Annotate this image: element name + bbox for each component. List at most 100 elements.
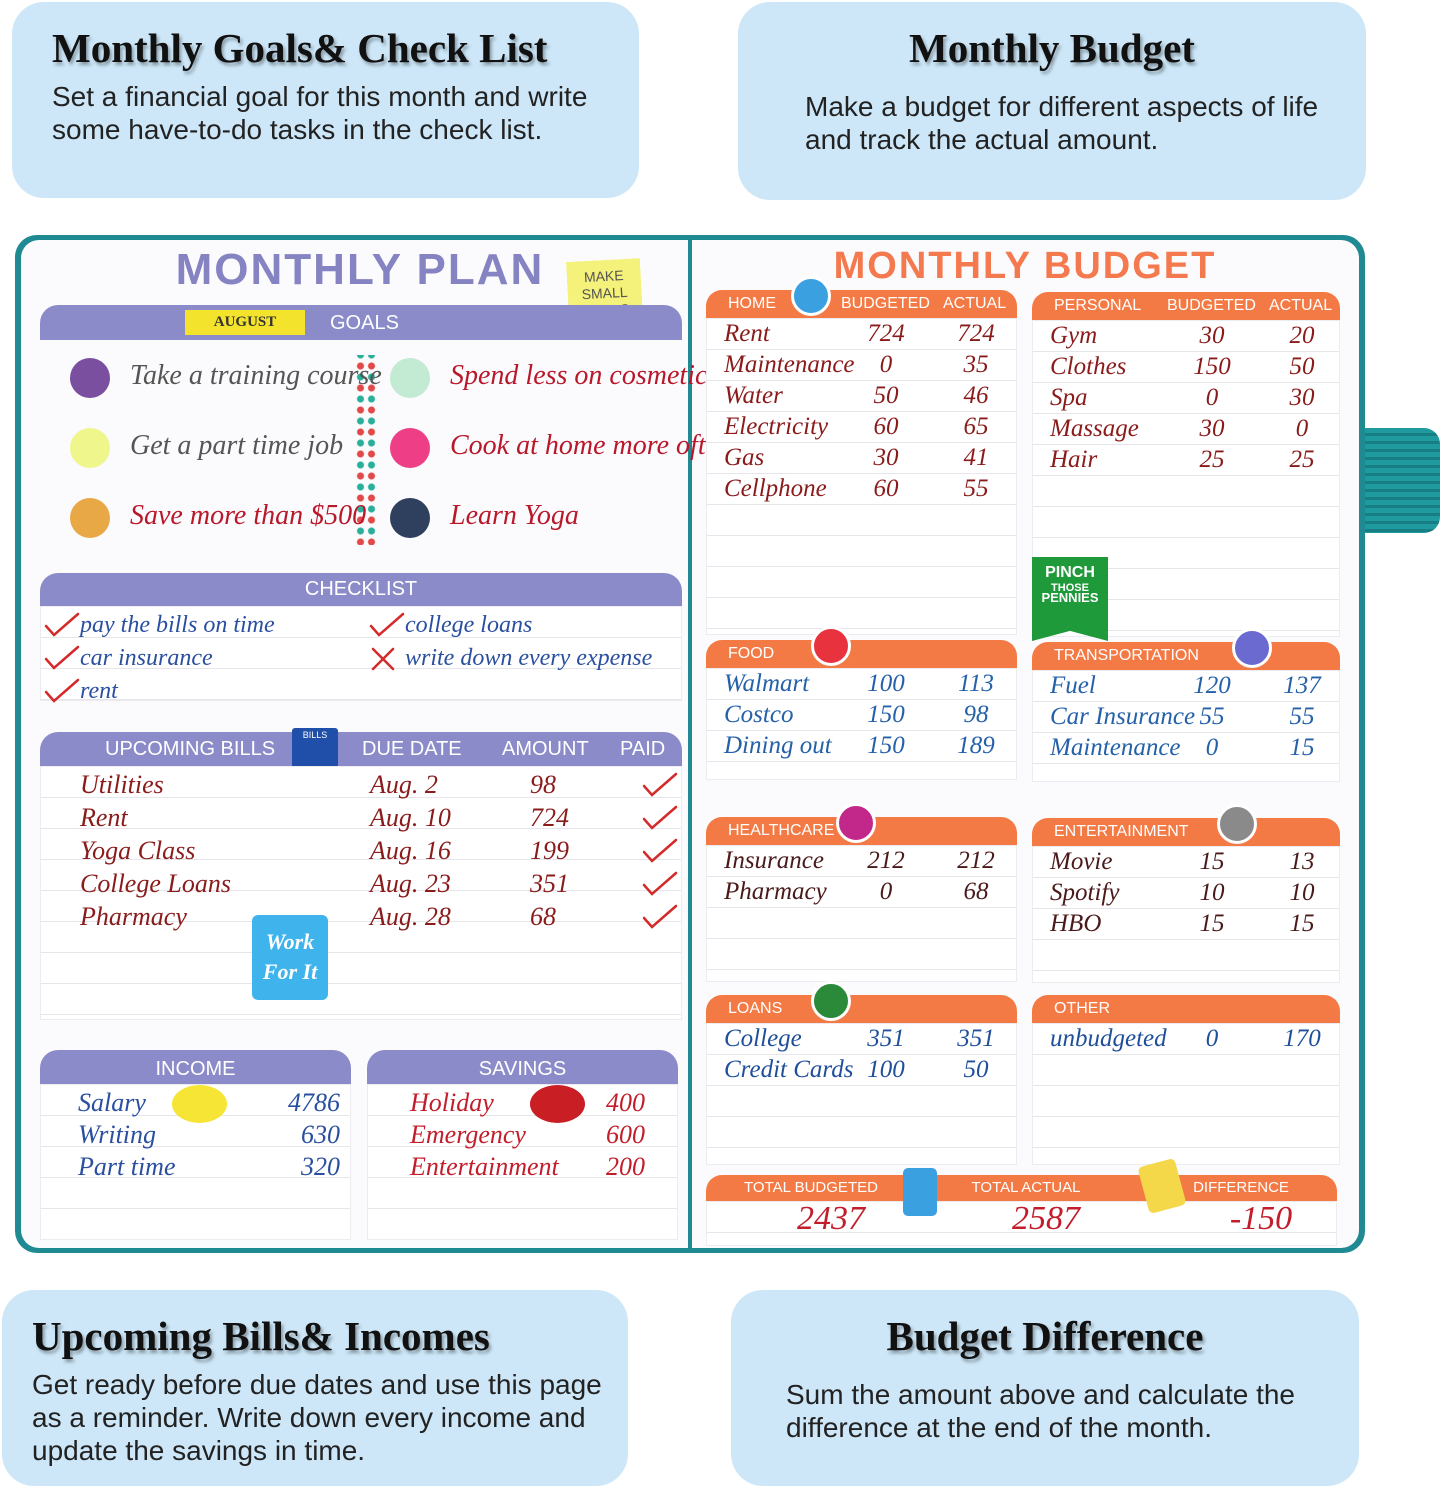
bill-name: Yoga Class: [80, 836, 196, 865]
bills-column: PAID: [620, 738, 666, 760]
goal-text: Get a part time job: [130, 430, 344, 461]
total-label: TOTAL ACTUAL: [971, 1179, 1081, 1196]
piggy-icon: [530, 1085, 585, 1123]
income-name: Writing: [78, 1120, 157, 1149]
budget-actual: 212: [957, 847, 995, 874]
budget-actual: 41: [963, 444, 989, 471]
checklist-item: rent: [80, 678, 118, 704]
goal-dot: [390, 498, 430, 538]
section-label: LOANS: [728, 1000, 783, 1017]
callout-text: Set a financial goal for this month and …: [52, 81, 588, 145]
income-name: Part time: [78, 1152, 176, 1181]
bills-column: DUE DATE: [362, 738, 462, 760]
total-label: DIFFERENCE: [1193, 1179, 1289, 1196]
budget-actual: 35: [963, 351, 989, 378]
section-area: [1032, 846, 1340, 983]
check-mark: [42, 610, 82, 645]
callout: Budget Difference Sum the amount above an…: [731, 1290, 1359, 1486]
dotted-divider: [355, 355, 377, 545]
paid-check: [640, 836, 680, 871]
section-icon: [811, 626, 851, 666]
bill-cell: 199: [530, 836, 569, 865]
income-amount: 320: [301, 1152, 340, 1181]
budget-item: Clothes: [1050, 353, 1127, 380]
bill-cell: 351: [530, 869, 569, 898]
section-column: BUDGETED: [841, 295, 930, 312]
budget-item: Rent: [724, 320, 770, 347]
goal-text: Spend less on cosmetics: [450, 360, 719, 391]
goal-dot: [70, 358, 110, 398]
section-header: PERSONAL BUDGETED ACTUAL: [1032, 292, 1340, 320]
budget-actual: 137: [1283, 672, 1321, 699]
section-area: [706, 668, 1017, 780]
section-icon: [836, 803, 876, 843]
budget-budgeted: 60: [873, 475, 899, 502]
checklist-header: CHECKLIST: [40, 573, 682, 606]
budget-item: Movie: [1050, 848, 1113, 875]
section-header: TRANSPORTATION: [1032, 642, 1340, 670]
budget-budgeted: 15: [1199, 848, 1225, 875]
bills-area: [40, 766, 682, 1020]
section-label: PERSONAL: [1054, 297, 1142, 314]
budget-budgeted: 30: [1199, 415, 1225, 442]
calculator-icon: [903, 1168, 937, 1216]
budget-budgeted: 0: [1205, 384, 1219, 411]
bills-title: UPCOMING BILLS: [105, 738, 276, 760]
budget-item: Gas: [724, 444, 765, 471]
budget-budgeted: 150: [1193, 353, 1231, 380]
budget-item: Walmart: [724, 670, 810, 697]
budget-actual: 65: [963, 413, 989, 440]
income-name: Salary: [78, 1088, 146, 1117]
section-area: [706, 1023, 1017, 1165]
paid-check-icon: [642, 838, 678, 863]
section-label: OTHER: [1054, 1000, 1110, 1017]
budget-actual: 10: [1289, 879, 1315, 906]
budget-actual: 20: [1289, 322, 1315, 349]
check-mark: [42, 676, 82, 711]
pinch-text: PENNIES: [1041, 590, 1099, 605]
savings-header: SAVINGS: [367, 1050, 678, 1084]
budget-item: Costco: [724, 701, 794, 728]
checklist-item: college loans: [405, 612, 533, 638]
callout-title: Monthly Budget: [909, 25, 1195, 71]
savings-name: Holiday: [410, 1088, 494, 1117]
section-header: LOANS: [706, 995, 1017, 1023]
total-value: 2587: [1012, 1200, 1080, 1237]
section-icon: [1232, 628, 1272, 668]
budget-budgeted: 120: [1193, 672, 1231, 699]
budget-title: MONTHLY BUDGET: [833, 245, 1217, 287]
cross-mark: [367, 643, 407, 678]
month-label: AUGUST: [185, 310, 305, 335]
goal-dot: [390, 428, 430, 468]
section-area: [1032, 670, 1340, 782]
budget-budgeted: 724: [867, 320, 905, 347]
bill-cell: Aug. 16: [370, 836, 451, 865]
bill-cell: Aug. 10: [370, 803, 451, 832]
paid-check-icon: [642, 805, 678, 830]
callout-text: Sum the amount above and calculate the d…: [786, 1379, 1296, 1443]
budget-budgeted: 30: [873, 444, 899, 471]
callout-title: Upcoming Bills& Incomes: [32, 1313, 490, 1359]
savings-amount: 400: [606, 1088, 645, 1117]
callout-title: Monthly Goals& Check List: [52, 25, 548, 71]
section-label: TRANSPORTATION: [1054, 647, 1199, 664]
sticker-text: Work: [265, 929, 315, 954]
bills-column: AMOUNT: [502, 738, 589, 760]
bills-header: UPCOMING BILLS BILLS DUE DATE AMOUNT PAID: [40, 728, 682, 768]
paid-check: [640, 869, 680, 904]
sticker-text: For It: [262, 959, 318, 984]
budget-budgeted: 10: [1199, 879, 1225, 906]
budget-item: Car Insurance: [1050, 703, 1196, 730]
elastic-band: [1365, 428, 1440, 533]
goal-dot: [70, 428, 110, 468]
goal-text: Cook at home more often: [450, 430, 733, 461]
goals-header: AUGUST GOALS: [40, 305, 682, 340]
paid-check-icon: [642, 904, 678, 929]
section-label: ENTERTAINMENT: [1054, 823, 1189, 840]
budget-item: Maintenance: [724, 351, 855, 378]
savings-area: [367, 1084, 678, 1240]
budget-item: Credit Cards: [724, 1056, 854, 1083]
section-header: HOME BUDGETED ACTUAL: [706, 290, 1017, 318]
budget-actual: 55: [963, 475, 989, 502]
budget-budgeted: 212: [867, 847, 905, 874]
